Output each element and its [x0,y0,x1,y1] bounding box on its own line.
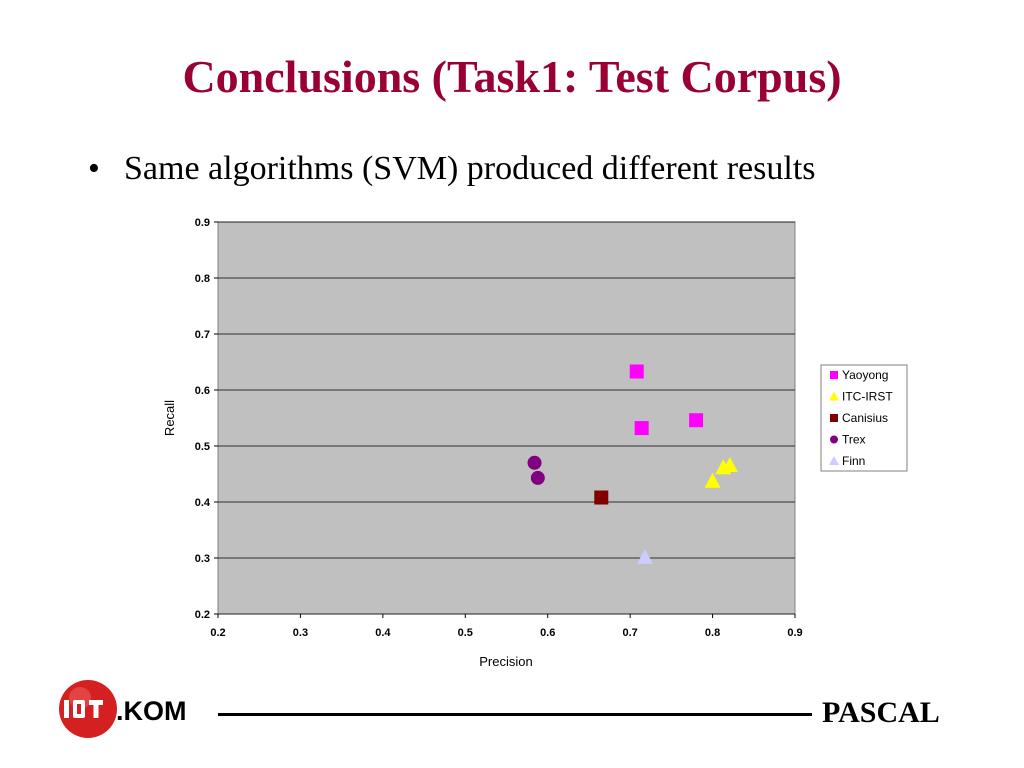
legend-label-finn: Finn [842,454,865,468]
x-axis-ticks: 0.2 0.3 0.4 0.5 0.6 0.7 0.8 0.9 [210,614,803,639]
data-point-itc-irst [721,457,738,473]
legend-marker-trex [830,435,838,444]
y-tick-label: 0.3 [195,553,210,565]
y-tick-label: 0.8 [195,273,210,285]
x-tick-label: 0.4 [375,627,391,639]
y-axis-ticks: 0.2 0.3 0.4 0.5 0.6 0.7 0.8 0.9 [195,217,218,621]
data-point-trex [527,455,542,470]
y-tick-label: 0.7 [195,329,210,341]
x-axis-label: Precision [479,654,532,669]
y-tick-label: 0.9 [195,217,210,229]
legend-entries: Yaoyong ITC-IRST Canisius Trex Finn [829,368,893,468]
y-tick-label: 0.5 [195,441,210,453]
legend-marker-yaoyong [830,371,838,379]
data-point-yaoyong [689,413,704,428]
legend-marker-itc-irst [829,391,839,401]
logo-wordmark: .KOM [116,696,187,726]
footer-brand: PASCAL [822,696,940,729]
y-tick-label: 0.2 [195,609,210,621]
data-point-yaoyong [634,421,649,436]
bullet-item: • Same algorithms (SVM) produced differen… [88,150,816,188]
legend-label-canisius: Canisius [842,411,888,425]
y-tick-label: 0.4 [195,497,211,509]
gridlines [218,221,795,615]
legend-label-trex: Trex [842,433,866,447]
footer-logo: .KOM [56,678,216,740]
slide-title: Conclusions (Task1: Test Corpus) [182,51,842,102]
plot-area [217,221,796,615]
y-axis-label: Recall [162,400,177,436]
data-point-finn [636,548,653,564]
footer-divider [218,713,812,716]
data-points [527,364,738,564]
legend-marker-canisius [830,414,838,422]
legend-label-itc-irst: ITC-IRST [842,390,893,404]
x-tick-label: 0.7 [622,627,637,639]
x-tick-label: 0.6 [540,627,555,639]
x-tick-label: 0.9 [787,627,802,639]
data-point-trex [530,470,545,485]
x-tick-label: 0.3 [293,627,308,639]
legend-label-yaoyong: Yaoyong [842,368,888,382]
x-tick-label: 0.5 [458,627,473,639]
data-point-itc-irst [704,472,721,488]
bullet-text: Same algorithms (SVM) produced different… [124,150,816,187]
data-point-yaoyong [629,364,644,379]
x-tick-label: 0.2 [210,627,225,639]
bullet-icon: • [88,150,100,187]
legend: Yaoyong ITC-IRST Canisius Trex Finn [820,364,908,472]
scatter-chart: 0.2 0.3 0.4 0.5 0.6 0.7 0.8 0.9 0.2 0.3 0.4 0.5 0.6… [162,217,908,669]
x-tick-label: 0.8 [705,627,720,639]
logo-glyphs [64,700,103,718]
y-tick-label: 0.6 [195,385,210,397]
data-point-canisius [594,490,609,505]
legend-marker-finn [829,456,839,465]
